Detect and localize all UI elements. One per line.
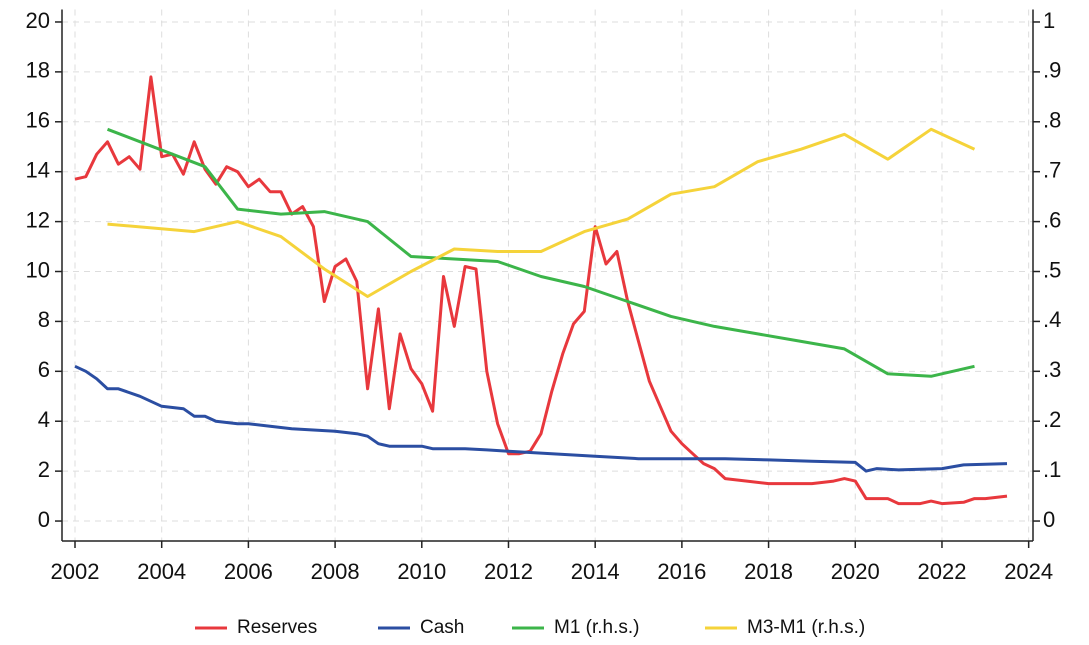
y-tick-label: 20 (26, 8, 50, 33)
y-tick-label: 6 (38, 357, 50, 382)
x-tick-label: 2024 (1004, 559, 1053, 584)
legend-label: Cash (420, 617, 464, 638)
y2-tick-label: .2 (1043, 407, 1061, 432)
y-tick-label: 18 (26, 58, 50, 83)
y-tick-label: 14 (26, 158, 50, 183)
series-line (107, 127, 976, 298)
x-tick-label: 2010 (397, 559, 446, 584)
y2-tick-label: .7 (1043, 158, 1061, 183)
y-tick-label: 0 (38, 507, 50, 532)
series-line (74, 364, 1008, 473)
legend-label: Reserves (237, 617, 317, 638)
x-tick-label: 2022 (917, 559, 966, 584)
y-tick-label: 12 (26, 207, 50, 232)
legend-label: M3-M1 (r.h.s.) (747, 617, 865, 638)
x-tick-label: 2012 (484, 559, 533, 584)
series-line (74, 75, 1008, 506)
series-line (106, 127, 975, 378)
y2-tick-label: 0 (1043, 507, 1055, 532)
x-tick-label: 2018 (744, 559, 793, 584)
y2-tick-label: .1 (1043, 457, 1061, 482)
y2-tick-label: .5 (1043, 257, 1061, 282)
x-tick-label: 2008 (311, 559, 360, 584)
x-tick-label: 2020 (831, 559, 880, 584)
y-tick-label: 10 (26, 257, 50, 282)
y2-tick-label: .8 (1043, 108, 1061, 133)
y-tick-label: 4 (38, 407, 50, 432)
x-tick-label: 2006 (224, 559, 273, 584)
x-tick-label: 2016 (657, 559, 706, 584)
y2-tick-label: .3 (1043, 357, 1061, 382)
y-tick-label: 2 (38, 457, 50, 482)
y2-tick-label: .9 (1043, 58, 1061, 83)
x-tick-label: 2002 (51, 559, 100, 584)
x-tick-label: 2004 (137, 559, 186, 584)
y2-tick-label: .4 (1043, 307, 1061, 332)
x-tick-label: 2014 (571, 559, 620, 584)
y2-tick-label: .6 (1043, 207, 1061, 232)
y-tick-label: 8 (38, 307, 50, 332)
legend-label: M1 (r.h.s.) (554, 617, 640, 638)
y2-tick-label: 1 (1043, 8, 1055, 33)
y-tick-label: 16 (26, 108, 50, 133)
